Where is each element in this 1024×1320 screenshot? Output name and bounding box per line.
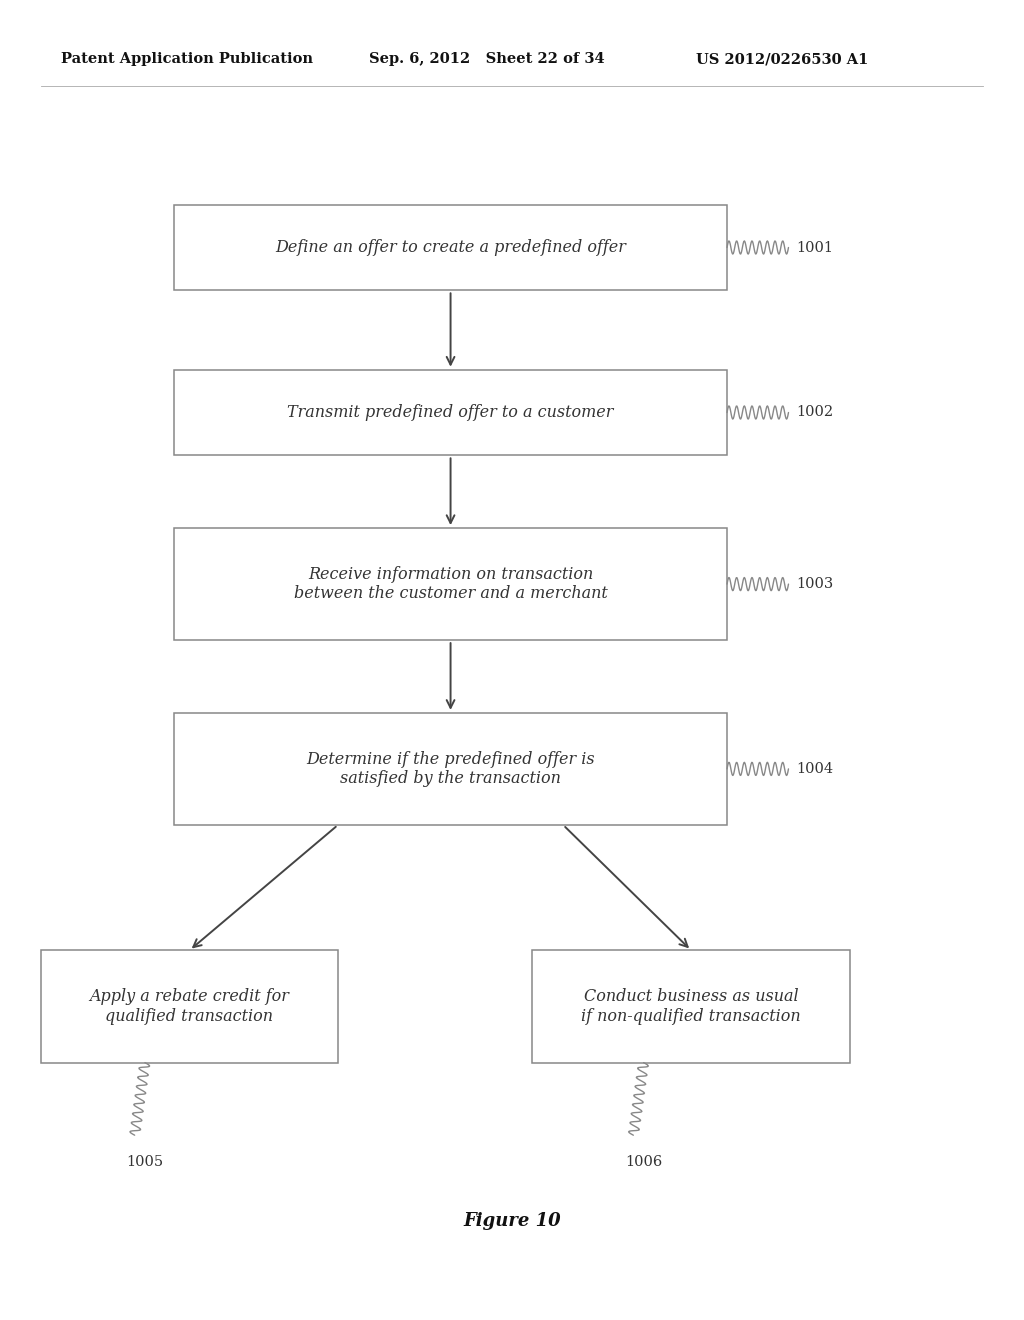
Text: 1004: 1004 <box>797 762 834 776</box>
Text: Define an offer to create a predefined offer: Define an offer to create a predefined o… <box>275 239 626 256</box>
FancyBboxPatch shape <box>174 528 727 640</box>
Text: Transmit predefined offer to a customer: Transmit predefined offer to a customer <box>288 404 613 421</box>
Text: 1002: 1002 <box>797 405 834 420</box>
Text: Determine if the predefined offer is
satisfied by the transaction: Determine if the predefined offer is sat… <box>306 751 595 787</box>
Text: Conduct business as usual
if non-qualified transaction: Conduct business as usual if non-qualifi… <box>582 989 801 1024</box>
FancyBboxPatch shape <box>174 205 727 290</box>
Text: Patent Application Publication: Patent Application Publication <box>61 53 313 66</box>
Text: 1001: 1001 <box>797 240 834 255</box>
FancyBboxPatch shape <box>174 713 727 825</box>
Text: 1006: 1006 <box>625 1155 663 1170</box>
Text: 1005: 1005 <box>126 1155 164 1170</box>
Text: Figure 10: Figure 10 <box>463 1212 561 1230</box>
Text: US 2012/0226530 A1: US 2012/0226530 A1 <box>696 53 868 66</box>
Text: 1003: 1003 <box>797 577 834 591</box>
Text: Receive information on transaction
between the customer and a merchant: Receive information on transaction betwe… <box>294 566 607 602</box>
Text: Sep. 6, 2012   Sheet 22 of 34: Sep. 6, 2012 Sheet 22 of 34 <box>369 53 604 66</box>
FancyBboxPatch shape <box>41 950 338 1063</box>
FancyBboxPatch shape <box>532 950 850 1063</box>
Text: Apply a rebate credit for
qualified transaction: Apply a rebate credit for qualified tran… <box>89 989 290 1024</box>
FancyBboxPatch shape <box>174 370 727 455</box>
